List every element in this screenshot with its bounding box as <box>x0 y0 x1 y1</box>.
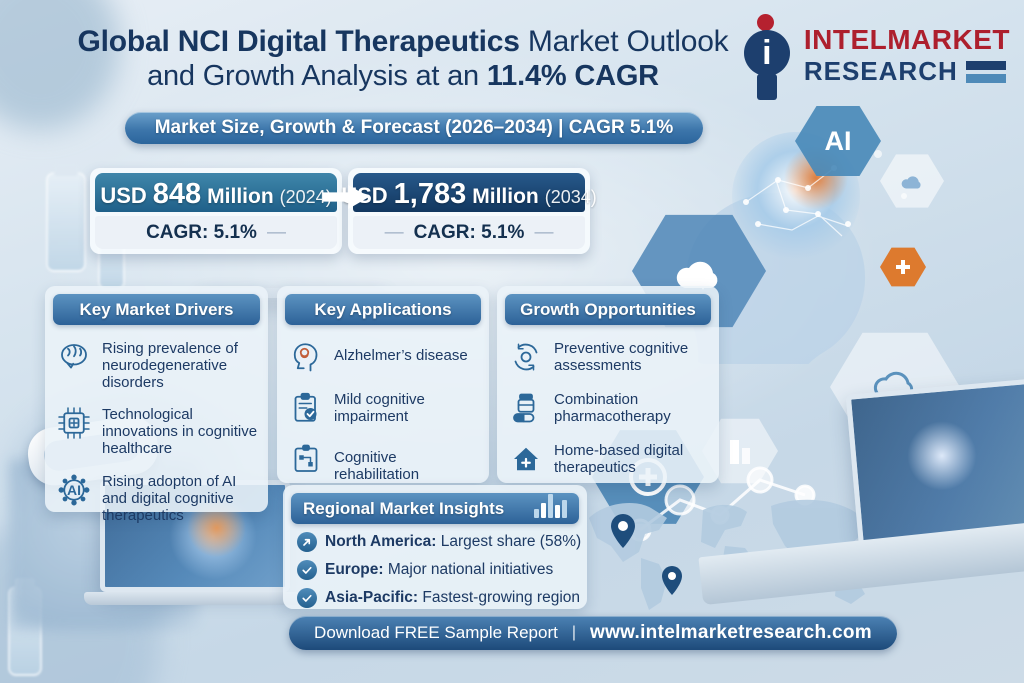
arrow-bullet-icon <box>297 532 317 552</box>
application-text: Mild cognitive impairment <box>334 391 425 426</box>
footer-bar: Download FREE Sample Report | www.intelm… <box>289 616 897 650</box>
opportunity-text: Home-based digital therapeutics <box>554 442 684 477</box>
ai-hexagon: AI <box>795 106 881 176</box>
ai-badge-icon: AI <box>55 471 93 509</box>
list-item: Technological innovations in cognitive h… <box>55 404 258 457</box>
key-applications-panel: Key Applications Alzhelmer’s disease Mil… <box>277 286 489 483</box>
market-size-2034-card: USD 1,783 Million (2034) — CAGR: 5.1% — <box>341 168 597 254</box>
ai-hexagon-label: AI <box>824 125 852 156</box>
title-emphasis: Global NCI Digital Therapeutics <box>77 25 520 58</box>
list-item: Mild cognitive impairment <box>287 389 479 427</box>
key-market-drivers-panel: Key Market Drivers Rising prevalence of … <box>45 286 268 524</box>
cagr-label: CAGR: <box>146 221 209 243</box>
cloud-small-hexagon <box>880 154 944 208</box>
list-item: Asia-Pacific: Fastest-growing region <box>297 588 580 608</box>
home-plus-icon <box>507 440 545 478</box>
clipboard-check-icon <box>287 389 325 427</box>
logo-dot-icon <box>756 14 774 31</box>
market-size-2024-card: USD 848 Million (2024) CAGR: 5.1% — <box>90 168 342 254</box>
unit-label: Million <box>472 185 539 208</box>
dash-decoration: — <box>266 221 286 243</box>
dash-decoration: — <box>534 221 554 243</box>
pills-icon <box>507 389 545 427</box>
logo-name-secondary: RESEARCH <box>803 56 958 86</box>
dash-decoration: — <box>384 221 404 243</box>
logo-mark-icon: i <box>740 14 794 100</box>
driver-text: Rising prevalence of neurodegenerative d… <box>102 340 238 392</box>
target-arrows-icon <box>507 338 545 376</box>
panel-title: Growth Opportunities <box>505 294 711 325</box>
chip-icon <box>55 404 93 442</box>
driver-text: Technological innovations in cognitive h… <box>102 406 258 458</box>
intelmarket-logo: i INTELMARKET RESEARCH <box>740 14 1010 100</box>
cagr-label: CAGR: <box>413 221 476 243</box>
list-item: North America: Largest share (58%) <box>297 532 581 552</box>
region-desc: Fastest-growing region <box>418 589 581 606</box>
unit-label: Million <box>207 185 274 208</box>
panel-title: Key Market Drivers <box>53 294 260 325</box>
region-name: North America: <box>325 533 437 550</box>
currency-label: USD <box>100 183 147 208</box>
region-name: Europe: <box>325 561 384 578</box>
download-sample-cta[interactable]: Download FREE Sample Report <box>314 623 558 642</box>
list-item: Rising prevalence of neurodegenerative d… <box>55 338 258 391</box>
opportunity-text: Combination pharmacotherapy <box>554 391 671 426</box>
cagr-value: 5.1% <box>481 221 525 243</box>
logo-stem-icon <box>756 74 777 100</box>
panel-title: Key Applications <box>285 294 481 325</box>
regional-insights-panel: Regional Market Insights North America: … <box>283 485 587 609</box>
list-item: Cognitive rehabilitation <box>287 440 479 483</box>
logo-bars-icon <box>965 60 1006 83</box>
driver-text: Rising adopton of AI and digital cogniti… <box>102 472 237 524</box>
ai-badge-label: AI <box>67 481 81 498</box>
cloud-icon <box>901 176 921 189</box>
clipboard-flow-icon <box>287 440 325 478</box>
laptop-left-base <box>84 592 306 605</box>
year-label: (2034) <box>544 187 597 207</box>
lab-vial-icon <box>46 164 86 272</box>
list-item: Alzhelmer’s disease <box>287 338 479 376</box>
plus-icon <box>896 260 910 274</box>
market-value-2024: 848 <box>152 178 202 210</box>
footer-separator: | <box>571 624 576 641</box>
panel-title: Regional Market Insights <box>303 498 505 518</box>
application-text: Alzhelmer’s disease <box>334 347 468 364</box>
market-value-2034: 1,783 <box>393 178 467 210</box>
brain-icon <box>55 338 93 376</box>
title-rest: Market Outlook <box>519 25 729 58</box>
logo-letter: i <box>743 30 790 76</box>
forecast-banner: Market Size, Growth & Forecast (2026–203… <box>125 112 703 144</box>
year-label: (2024) <box>279 187 332 207</box>
cross-hexagon <box>880 247 926 287</box>
bar-chart-icon <box>534 492 567 518</box>
building-icon <box>730 440 750 464</box>
list-item: AI Rising adopton of AI and digital cogn… <box>55 471 258 524</box>
map-pin-icon <box>662 566 682 595</box>
website-link[interactable]: www.intelmarketresearch.com <box>589 622 872 643</box>
laptop-right-screen <box>845 377 1024 547</box>
check-bullet-icon <box>297 560 317 580</box>
growth-opportunities-panel: Growth Opportunities Preventive cognitiv… <box>497 286 719 483</box>
list-item: Combination pharmacotherapy <box>507 389 709 427</box>
check-bullet-icon <box>297 588 317 608</box>
forecast-banner-text: Market Size, Growth & Forecast (2026–203… <box>154 117 674 138</box>
opportunity-text: Preventive cognitive assessments <box>554 340 689 375</box>
lab-vial-icon <box>8 578 42 676</box>
head-brain-icon <box>287 338 325 376</box>
list-item: Preventive cognitive assessments <box>507 338 709 376</box>
cagr-value: 5.1% <box>213 221 257 243</box>
region-desc: Major national initiatives <box>383 561 554 578</box>
title-line2-pre: and Growth Analysis at an <box>147 60 487 93</box>
page-title: Global NCI Digital Therapeutics Market O… <box>48 24 758 94</box>
list-item: Europe: Major national initiatives <box>297 560 575 580</box>
application-text: Cognitive rehabilitation <box>334 449 420 484</box>
title-cagr: 11.4% CAGR <box>486 60 659 93</box>
region-name: Asia-Pacific: <box>325 589 419 606</box>
logo-name-primary: INTELMARKET <box>803 24 1010 55</box>
region-desc: Largest share (58%) <box>436 533 582 550</box>
list-item: Home-based digital therapeutics <box>507 440 709 478</box>
